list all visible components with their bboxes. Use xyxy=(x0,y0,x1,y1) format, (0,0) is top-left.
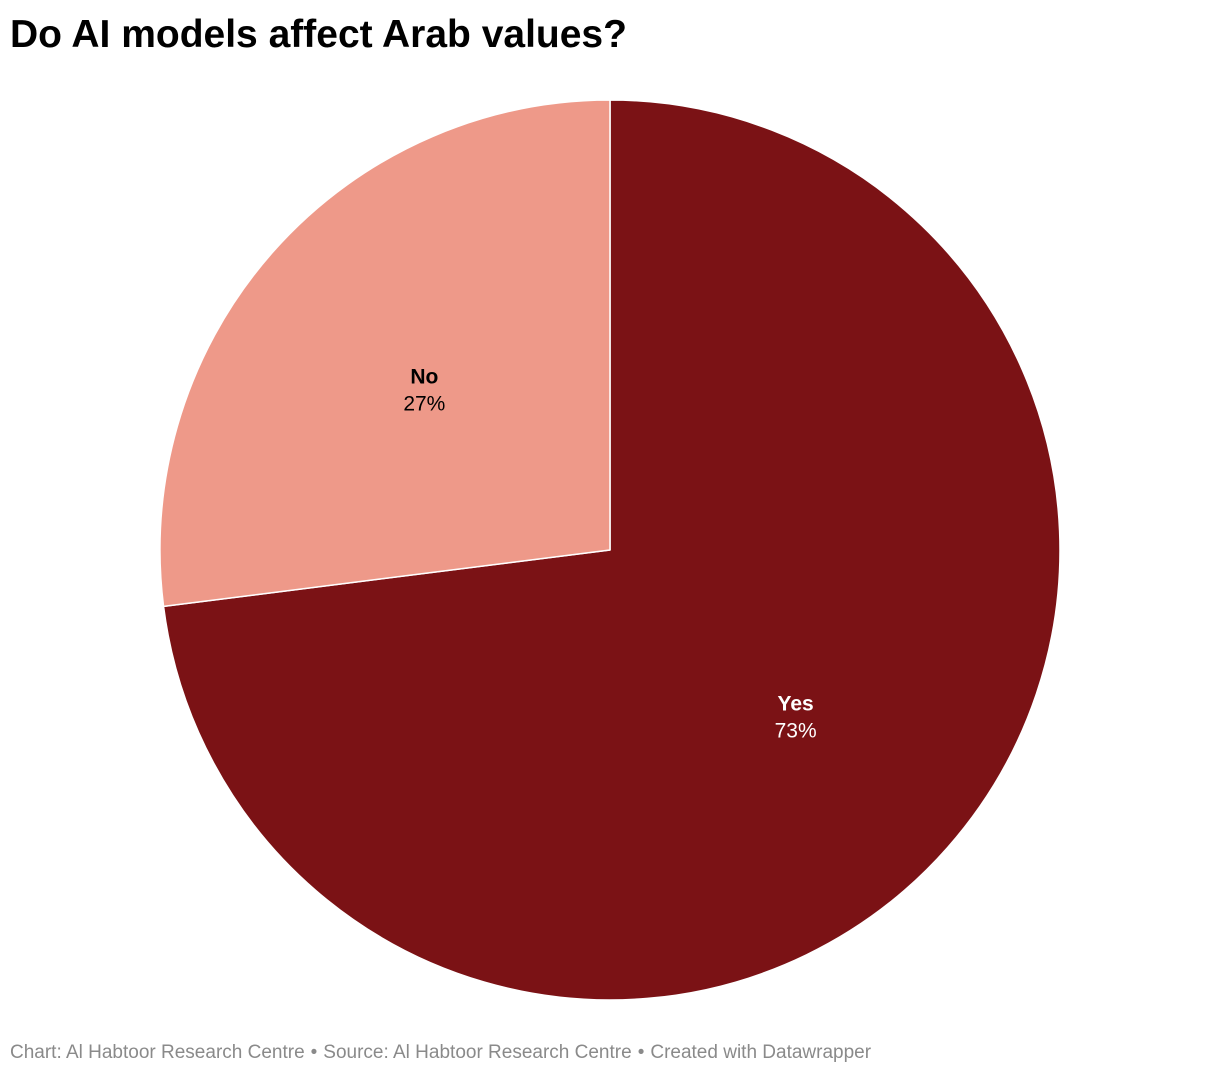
chart-footer: Chart: Al Habtoor Research Centre • Source… xyxy=(10,1040,871,1066)
footer-separator: • xyxy=(310,1042,318,1063)
slice-value-yes: 73% xyxy=(775,720,817,743)
slice-label-no: No xyxy=(410,365,438,388)
created-with-note: Created with Datawrapper xyxy=(650,1042,872,1063)
footer-separator: • xyxy=(637,1042,645,1063)
pie-slice-no xyxy=(159,99,611,608)
source-note: Source: Al Habtoor Research Centre xyxy=(323,1042,632,1063)
slice-label-yes: Yes xyxy=(778,693,814,716)
chart-credit: Chart: Al Habtoor Research Centre xyxy=(10,1042,305,1063)
pie-slices xyxy=(159,99,1061,1001)
pie-slice-yes xyxy=(162,99,1061,1001)
slice-value-no: 27% xyxy=(403,392,445,415)
pie-labels: Yes 73% No 27% xyxy=(403,365,816,742)
chart-title: Do AI models affect Arab values? xyxy=(10,13,627,56)
